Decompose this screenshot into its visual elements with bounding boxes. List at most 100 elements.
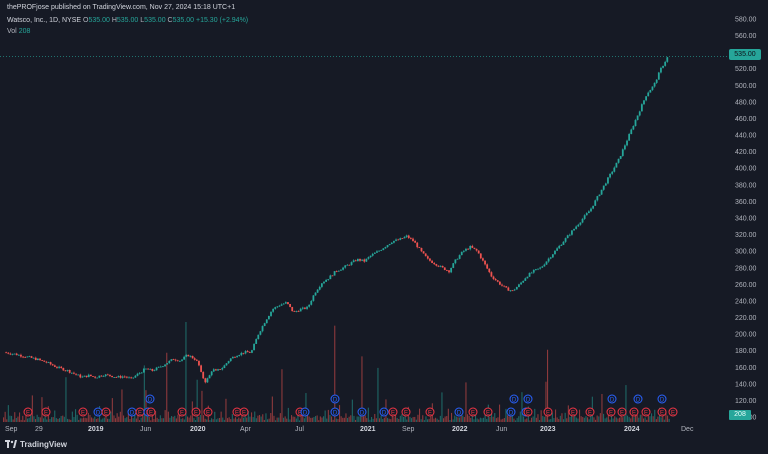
earnings-marker[interactable]: E (523, 407, 533, 417)
earnings-marker[interactable]: E (425, 407, 435, 417)
candle (155, 367, 158, 371)
earnings-marker[interactable]: E (617, 407, 627, 417)
volume-bar (622, 417, 624, 422)
tradingview-logo[interactable]: TradingView (5, 440, 67, 449)
candle (384, 247, 387, 249)
volume-bar (230, 419, 232, 422)
earnings-marker[interactable]: E (641, 407, 651, 417)
volume-bar (422, 415, 424, 422)
volume-bar (65, 377, 67, 422)
candle (528, 272, 531, 277)
volume-bar (31, 395, 33, 422)
dividend-marker[interactable]: D (523, 394, 533, 404)
earnings-marker[interactable]: E (135, 407, 145, 417)
symbol-name[interactable]: Watsco, Inc., 1D, NYSE (7, 17, 82, 24)
earnings-marker[interactable]: E (606, 407, 616, 417)
earnings-marker[interactable]: E (585, 407, 595, 417)
dividend-marker[interactable]: D (330, 394, 340, 404)
earnings-marker[interactable]: E (483, 407, 493, 417)
candle (15, 353, 18, 356)
volume-bar (297, 413, 299, 422)
volume-bar (46, 419, 48, 422)
dividend-marker[interactable]: D (379, 407, 389, 417)
volume-bar (411, 418, 413, 422)
candle (409, 238, 412, 239)
earnings-marker[interactable]: E (23, 407, 33, 417)
dividend-marker[interactable]: D (93, 407, 103, 417)
volume-bar (449, 419, 451, 422)
volume-bar (326, 418, 328, 422)
candle (647, 92, 650, 97)
earnings-marker[interactable]: E (146, 407, 156, 417)
candle (543, 264, 546, 267)
volume-bar (222, 417, 224, 422)
earnings-marker[interactable]: E (78, 407, 88, 417)
published-caption: thePROFjose published on TradingView.com… (7, 4, 236, 11)
candle (660, 67, 662, 73)
candle (382, 248, 385, 251)
earnings-marker[interactable]: E (568, 407, 578, 417)
volume-bar (428, 418, 430, 422)
volume-bar (300, 416, 302, 422)
volume-bar (127, 413, 129, 422)
volume-bar (427, 419, 429, 422)
volume-bar (111, 398, 113, 422)
earnings-marker[interactable]: E (101, 407, 111, 417)
volume-bar (555, 409, 557, 422)
dividend-marker[interactable]: D (506, 407, 516, 417)
candle (564, 238, 567, 242)
dividend-marker[interactable]: D (509, 394, 519, 404)
earnings-marker[interactable]: E (41, 407, 51, 417)
candle (492, 276, 495, 280)
volume-bar (459, 417, 461, 422)
earnings-marker[interactable]: E (239, 407, 249, 417)
earnings-marker[interactable]: E (668, 407, 678, 417)
candle (79, 374, 82, 378)
earnings-marker[interactable]: E (177, 407, 187, 417)
dividend-marker[interactable]: D (454, 407, 464, 417)
volume-bar (246, 417, 248, 422)
volume-bar (463, 417, 465, 422)
dividend-marker[interactable]: D (633, 394, 643, 404)
dividend-marker[interactable]: D (607, 394, 617, 404)
volume-bar (366, 418, 368, 422)
earnings-marker[interactable]: E (543, 407, 553, 417)
dividend-marker[interactable]: D (127, 407, 137, 417)
candle (621, 149, 624, 156)
candle (581, 218, 584, 223)
candle (380, 250, 383, 251)
earnings-marker[interactable]: E (388, 407, 398, 417)
volume-bar (92, 418, 94, 422)
candle (511, 290, 514, 292)
dividend-marker[interactable]: D (300, 407, 310, 417)
earnings-marker[interactable]: E (468, 407, 478, 417)
dividend-marker[interactable]: D (145, 394, 155, 404)
symbol-legend[interactable]: Watsco, Inc., 1D, NYSE O535.00 H535.00 L… (7, 17, 248, 24)
volume-bar (132, 418, 134, 422)
candle (371, 253, 374, 256)
earnings-marker[interactable]: E (401, 407, 411, 417)
candle (210, 371, 213, 376)
volume-bar (495, 418, 497, 422)
earnings-marker[interactable]: E (191, 407, 201, 417)
candle (496, 280, 499, 282)
candle (183, 356, 186, 360)
volume-bar (484, 410, 486, 422)
candle (649, 89, 652, 93)
dividend-marker[interactable]: D (330, 407, 340, 417)
candle (159, 366, 162, 368)
earnings-marker[interactable]: E (203, 407, 213, 417)
earnings-marker[interactable]: E (657, 407, 667, 417)
candle (221, 368, 224, 370)
earnings-marker[interactable]: E (629, 407, 639, 417)
dividend-marker[interactable]: D (357, 407, 367, 417)
volume-bar (502, 418, 504, 422)
volume-bar (284, 416, 286, 422)
volume-bar (415, 419, 417, 422)
dividend-marker[interactable]: D (657, 394, 667, 404)
candle (85, 375, 88, 378)
volume-legend[interactable]: Vol 208 (7, 28, 30, 35)
volume-bar (470, 418, 472, 422)
volume-bar (372, 418, 374, 422)
